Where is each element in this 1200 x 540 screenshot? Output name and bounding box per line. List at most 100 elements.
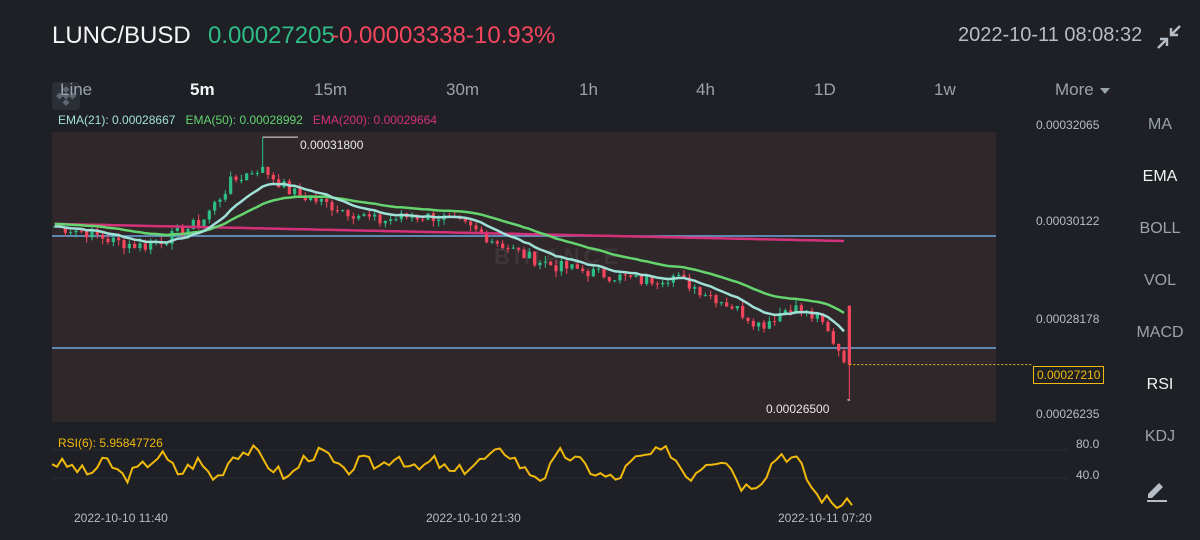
indicator-rsi[interactable]: RSI [1146,376,1174,393]
tab-5m[interactable]: 5m [190,80,215,99]
tab-4h[interactable]: 4h [696,80,715,99]
candle-body [74,230,78,233]
time-axis-tick: 2022-10-11 07:20 [778,511,872,525]
candle-body [399,213,403,220]
candle-body [266,166,270,175]
candle-body [586,271,590,277]
candle-body [570,264,574,269]
tab-1d[interactable]: 1D [814,80,836,99]
candle-body [490,241,494,243]
indicator-ma[interactable]: MA [1148,116,1172,133]
candle-body [725,302,729,307]
candle-body [623,274,627,276]
candle-body [613,280,617,282]
tab-30m[interactable]: 30m [446,80,480,99]
candle-body [666,282,670,284]
candle-body [239,179,243,181]
tab-1w[interactable]: 1w [934,80,956,99]
candle-body [362,214,366,216]
candle-body [682,274,686,278]
candle-body [421,219,425,221]
price-plot-area[interactable] [52,132,996,422]
candle-body [298,188,302,196]
legend-ema50: EMA(50): 0.00028992 [185,113,303,127]
legend-ema21: EMA(21): 0.00028667 [58,113,176,127]
indicator-kdj[interactable]: KDJ [1144,428,1176,445]
candle-body [111,237,115,243]
time-axis-tick: 2022-10-10 21:30 [426,511,521,525]
tab-more[interactable]: More [1055,80,1110,100]
collapse-arrows-icon[interactable] [1156,24,1182,50]
candle-body [202,219,206,227]
rsi-axis-tick: 80.0 [1076,437,1100,451]
candle-body [767,321,771,329]
candle-body [138,243,142,249]
candle-body [783,310,787,314]
candle-body [794,305,798,312]
price-axis-tick: 0.00030122 [1036,214,1100,228]
candle-body [330,202,334,211]
candle-body [69,232,73,234]
candle-body [527,251,531,259]
candle-body [394,219,398,221]
tab-1h[interactable]: 1h [579,80,598,99]
candle-body [645,276,649,284]
candle-body [261,166,265,173]
candle-body [373,214,377,217]
high-price-annotation: 0.00031800 [300,138,364,152]
candle-body [63,226,67,233]
candle-body [554,265,558,272]
candle-body [837,343,841,351]
candle-body [650,276,654,284]
candle-body [565,261,569,269]
candle-body [197,220,201,227]
candle-body [810,310,814,319]
rsi-axis-tick: 40.0 [1076,468,1100,482]
candle-body [677,274,681,276]
pair-name[interactable]: LUNC/BUSD [52,22,191,49]
edit-pencil-icon[interactable] [1144,478,1170,504]
candle-body [181,227,185,236]
candle-body [175,227,179,231]
candle-body [287,181,291,195]
candle-body [506,248,510,250]
candle-body [709,295,713,297]
candle-body [698,287,702,296]
candle-body [53,226,57,228]
indicator-boll[interactable]: BOLL [1139,220,1181,237]
candle-body [149,242,153,250]
indicator-macd[interactable]: MACD [1136,324,1184,341]
candle-body [293,188,297,195]
candle-body [351,216,355,219]
candle-body [522,249,526,259]
candle-body [234,176,238,181]
candle-body [271,174,275,180]
candle-body [778,313,782,322]
candle-body [90,229,94,238]
candle-body [847,305,851,365]
candle-body [693,287,697,289]
candle-body [250,173,254,175]
candle-body [469,221,473,226]
indicator-vol[interactable]: VOL [1143,272,1176,289]
candle-body [799,305,803,312]
candle-body [335,210,339,212]
candle-body [687,277,691,289]
candle-body [223,193,227,200]
time-axis-tick: 2022-10-10 11:40 [74,511,168,525]
candle-body [842,350,846,363]
candle-body [325,198,329,203]
candle-body [255,172,259,174]
tab-line[interactable]: Line [60,80,93,99]
candle-body [341,209,345,211]
candle-body [463,218,467,222]
candle-body [821,313,825,323]
candle-body [479,229,483,234]
candle-body [597,268,601,270]
indicator-ema[interactable]: EMA [1142,168,1178,185]
rsi-legend: RSI(6): 5.95847726 [58,436,163,450]
tab-15m[interactable]: 15m [314,80,348,99]
candle-body [703,295,707,297]
price-axis-tick: 0.00032065 [1036,118,1100,132]
